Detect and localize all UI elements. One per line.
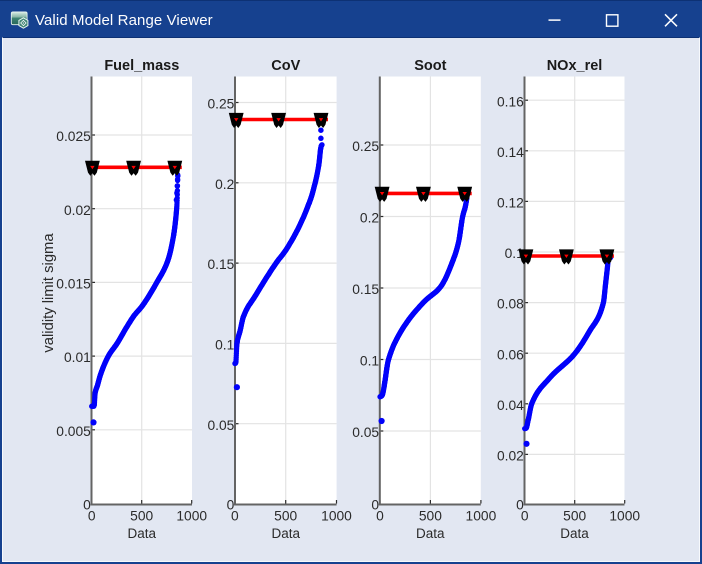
svg-text:0.01: 0.01 [64,350,91,365]
svg-text:0: 0 [227,498,235,513]
svg-text:Soot: Soot [414,58,446,74]
svg-text:0.005: 0.005 [56,424,91,439]
svg-text:0: 0 [231,508,239,523]
svg-text:0: 0 [83,498,91,513]
svg-text:0.1: 0.1 [215,338,234,353]
svg-text:500: 500 [274,508,297,523]
svg-text:0: 0 [516,498,524,513]
svg-text:Fuel_mass: Fuel_mass [104,58,179,74]
svg-text:0.15: 0.15 [207,257,234,272]
svg-text:0.015: 0.015 [56,277,91,292]
svg-text:0.16: 0.16 [497,94,524,109]
svg-text:0: 0 [376,508,384,523]
svg-text:0.2: 0.2 [215,177,234,192]
svg-text:0.02: 0.02 [64,203,91,218]
svg-text:Data: Data [128,526,157,541]
svg-text:500: 500 [419,508,442,523]
svg-text:0: 0 [371,498,379,513]
svg-text:0: 0 [521,508,529,523]
svg-text:500: 500 [563,508,586,523]
svg-text:Data: Data [272,526,301,541]
svg-text:NOx_rel: NOx_rel [547,58,603,74]
svg-text:0.15: 0.15 [352,282,379,297]
svg-text:0.05: 0.05 [207,418,234,433]
svg-text:500: 500 [130,508,153,523]
svg-text:0.14: 0.14 [497,145,524,160]
svg-text:0: 0 [88,508,96,523]
svg-text:0.02: 0.02 [497,449,524,464]
svg-text:CoV: CoV [271,58,300,74]
svg-text:1000: 1000 [176,508,207,523]
svg-text:0.1: 0.1 [360,354,379,369]
svg-text:0.06: 0.06 [497,347,524,362]
svg-text:0.05: 0.05 [352,425,379,440]
svg-text:0.12: 0.12 [497,196,524,211]
svg-text:0.25: 0.25 [207,97,234,112]
svg-text:1000: 1000 [466,508,497,523]
svg-text:1000: 1000 [609,508,640,523]
svg-text:validity limit sigma: validity limit sigma [41,233,57,353]
svg-text:Data: Data [416,526,445,541]
svg-text:Data: Data [560,526,589,541]
svg-text:1000: 1000 [321,508,352,523]
svg-text:0.25: 0.25 [352,139,379,154]
svg-text:0.2: 0.2 [360,211,379,226]
svg-text:0.04: 0.04 [497,398,524,413]
svg-text:0.08: 0.08 [497,297,524,312]
svg-text:0.025: 0.025 [56,129,91,144]
